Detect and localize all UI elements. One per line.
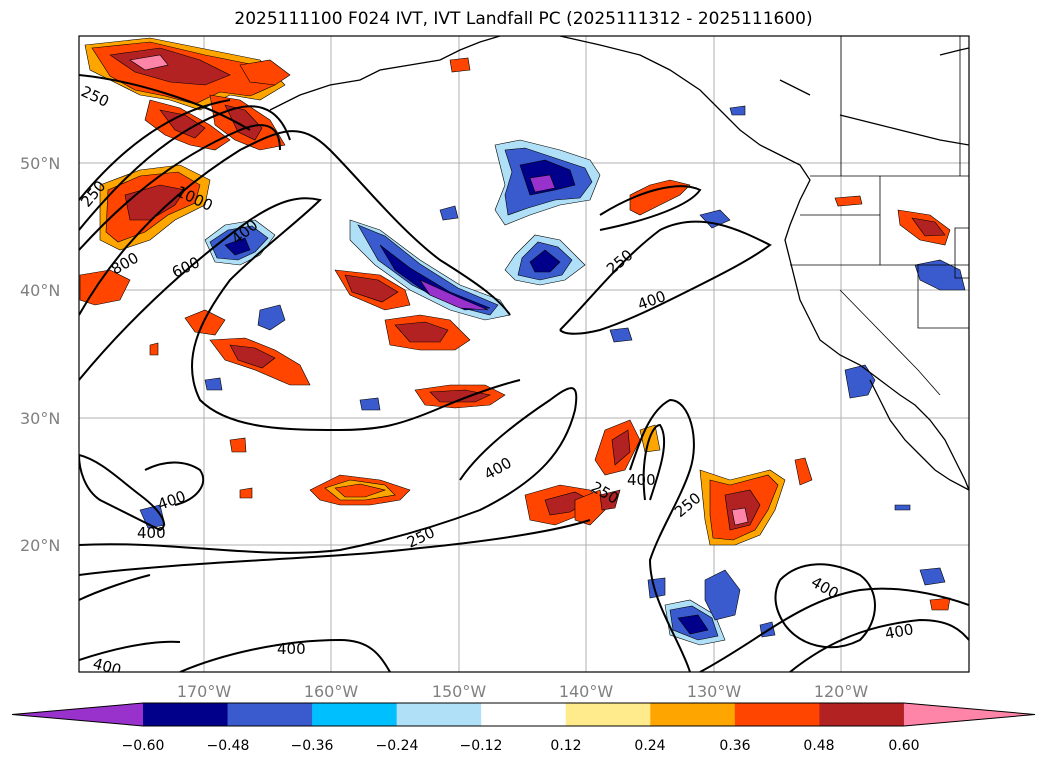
lon-label-150w: 150°W [432,682,487,701]
coastlines [269,36,969,491]
colorbar-tick: 0.48 [803,738,834,754]
colorbar-segment [312,703,398,726]
lon-label-170w: 170°W [177,682,232,701]
colorbar-tick: 0.60 [888,738,919,754]
lat-label-20n: 20°N [20,536,60,555]
longitude-labels: 170°W 160°W 150°W 140°W 130°W 120°W [177,682,869,701]
map-border [78,35,970,673]
contour-label: 400 [884,620,915,643]
contour-label: 400 [137,524,166,542]
colorbar [11,702,1036,727]
lat-label-40n: 40°N [20,281,60,300]
colorbar-extend-min [12,703,143,726]
negative-pc-patches [139,105,966,646]
colorbar-tick: −0.60 [122,738,165,754]
map-title: 2025111100 F024 IVT, IVT Landfall PC (20… [234,9,813,29]
colorbar-tick: 0.12 [550,738,581,754]
lon-label-130w: 130°W [687,682,742,701]
state-borders [790,36,969,396]
colorbar-segment [734,703,820,726]
colorbar-tick: −0.12 [460,738,503,754]
lat-label-50n: 50°N [20,154,60,173]
lon-label-140w: 140°W [559,682,614,701]
colorbar-segment [819,703,905,726]
ivt-contours [79,74,969,672]
colorbar-outline [11,702,1036,727]
latitude-labels: 50°N 40°N 30°N 20°N [20,154,60,555]
contour-label: 400 [91,654,123,679]
lon-label-160w: 160°W [304,682,359,701]
colorbar-segment [650,703,736,726]
colorbar-tick-labels: −0.60 −0.48 −0.36 −0.24 −0.12 0.12 0.24 … [122,738,920,754]
colorbar-tick: −0.24 [376,738,419,754]
colorbar-segment [396,703,482,726]
contour-label: 400 [277,640,306,658]
colorbar-tick: −0.48 [207,738,250,754]
colorbar-segment [565,703,651,726]
lon-label-120w: 120°W [814,682,869,701]
lat-label-30n: 30°N [20,409,60,428]
colorbar-segment [227,703,313,726]
colorbar-tick: 0.24 [634,738,665,754]
colorbar-segment [481,703,567,726]
colorbar-segment [143,703,229,726]
contour-label: 400 [627,471,656,489]
colorbar-tick: 0.36 [719,738,750,754]
colorbar-extend-max [903,703,1035,726]
colorbar-tick: −0.36 [291,738,334,754]
